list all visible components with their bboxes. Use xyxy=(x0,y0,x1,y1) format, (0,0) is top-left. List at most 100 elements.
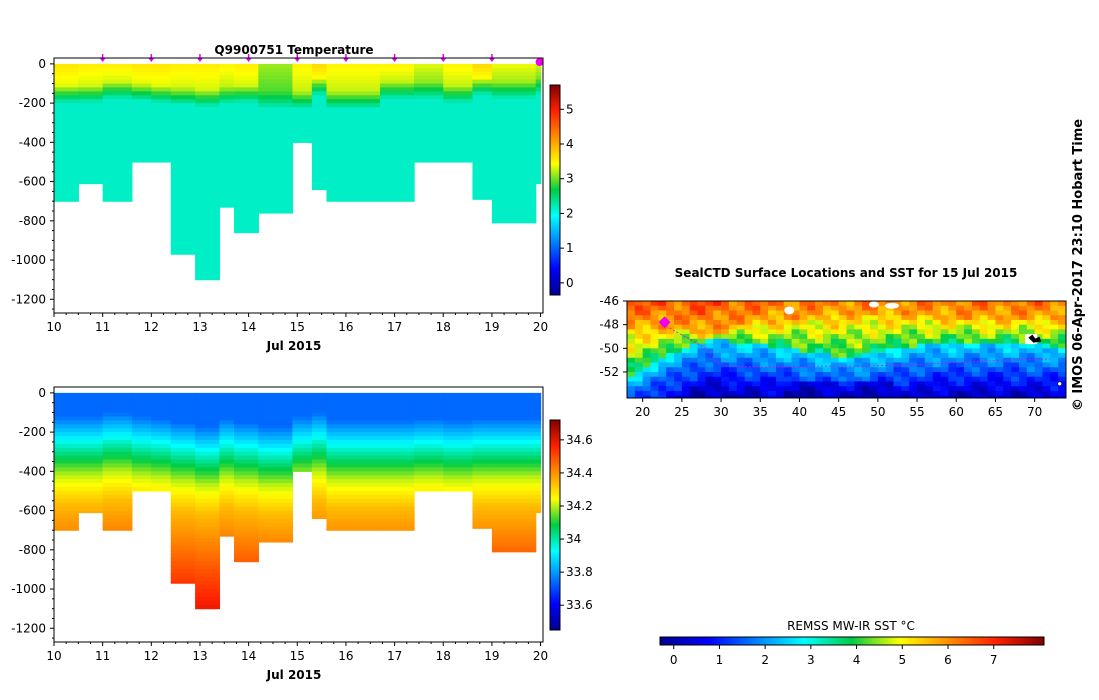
salinity-cell xyxy=(491,479,537,484)
temperature-cell xyxy=(258,181,294,187)
sst-cell xyxy=(768,395,777,398)
sst-cell xyxy=(1011,329,1020,335)
temperature-cell xyxy=(151,138,172,143)
temperature-cell xyxy=(491,173,537,179)
salinity-cell xyxy=(219,459,235,465)
sst-cell xyxy=(917,338,926,345)
temperature-cell xyxy=(54,83,79,89)
sst-map-x-tick-label: 20 xyxy=(635,405,650,419)
salinity-cell xyxy=(311,510,328,516)
sst-cell xyxy=(1011,381,1020,387)
salinity-cell xyxy=(151,455,172,461)
temperature-cell xyxy=(102,130,133,136)
sst-cell xyxy=(634,329,644,335)
sst-cell xyxy=(838,390,847,397)
sst-cell xyxy=(760,324,769,330)
sst-cell xyxy=(932,324,942,330)
temperature-cell xyxy=(102,87,133,92)
sst-cell xyxy=(1018,315,1028,321)
temperature-x-tick-label: 17 xyxy=(387,320,402,334)
sst-cell xyxy=(940,315,949,321)
temperature-cell xyxy=(380,118,415,124)
salinity-cell xyxy=(311,490,328,496)
temperature-cell xyxy=(258,83,294,89)
salinity-cell xyxy=(491,534,537,539)
sst-cell xyxy=(987,371,996,378)
salinity-cell xyxy=(292,396,313,402)
sst-cell xyxy=(862,319,871,326)
temperature-cell xyxy=(311,118,328,124)
temperature-cell xyxy=(258,142,294,147)
temperature-cell xyxy=(491,161,537,167)
sst-cell xyxy=(893,386,902,392)
temperature-cell xyxy=(234,114,259,120)
temperature-cell xyxy=(131,71,152,77)
salinity-cell xyxy=(54,494,79,500)
sst-cell xyxy=(1050,319,1059,326)
sst-cell xyxy=(674,301,683,307)
salinity-cell xyxy=(380,483,415,488)
sst-cell xyxy=(760,395,769,398)
sst-cell xyxy=(854,329,863,335)
sst-cell xyxy=(979,371,989,378)
temperature-cell xyxy=(443,83,474,89)
sst-cell xyxy=(627,334,636,340)
sst-cell xyxy=(642,348,652,354)
temperature-cell xyxy=(491,103,537,108)
sst-cell xyxy=(964,367,973,373)
temperature-cell xyxy=(78,130,104,136)
salinity-cell xyxy=(234,522,259,527)
temperature-cell xyxy=(131,138,152,143)
sst-cell xyxy=(987,376,996,382)
sst-cell xyxy=(775,301,785,307)
sst-cell xyxy=(681,343,691,349)
sst-cell xyxy=(830,338,840,345)
sst-cell xyxy=(627,376,636,382)
temperature-cell xyxy=(78,107,104,112)
sst-cell xyxy=(736,381,746,387)
sst-cell xyxy=(979,367,989,373)
salinity-cell xyxy=(54,455,79,461)
temperature-cell xyxy=(326,63,381,69)
salinity-cell xyxy=(380,498,415,504)
sst-cell xyxy=(768,371,777,378)
temperature-cell xyxy=(380,158,415,163)
temperature-cell xyxy=(491,83,537,89)
salinity-cell xyxy=(234,534,259,539)
sst-cell xyxy=(689,357,699,364)
salinity-cell xyxy=(54,467,79,472)
salinity-cell xyxy=(102,392,133,398)
sst-cell xyxy=(627,301,636,307)
salinity-cell xyxy=(234,400,259,406)
sst-cell xyxy=(830,301,840,307)
temperature-x-tick-label: 14 xyxy=(241,320,256,334)
sst-cell xyxy=(885,376,895,382)
sst-cell xyxy=(799,390,808,397)
temperature-cell xyxy=(535,177,542,183)
sst-cell xyxy=(838,324,847,330)
salinity-cell xyxy=(234,451,259,457)
sst-cell xyxy=(862,343,871,349)
sst-cell xyxy=(728,390,738,397)
sst-cell xyxy=(854,348,863,354)
salinity-cell xyxy=(443,463,474,469)
salinity-cell xyxy=(170,553,196,559)
temperature-cell xyxy=(195,146,221,151)
sst-cell xyxy=(713,334,722,340)
sst-cell xyxy=(1026,371,1036,378)
salinity-cell xyxy=(311,506,328,512)
sst-cell xyxy=(924,310,934,316)
temperature-cell xyxy=(151,95,172,100)
salinity-cell xyxy=(535,412,542,418)
temperature-cell xyxy=(443,130,474,136)
temperature-cell xyxy=(491,197,537,202)
salinity-cell xyxy=(151,404,172,410)
salinity-cell xyxy=(491,439,537,445)
sst-cell xyxy=(760,315,769,321)
temperature-cell xyxy=(414,67,444,73)
sst-cell xyxy=(697,319,706,326)
salinity-cell xyxy=(472,451,493,457)
sst-cell xyxy=(877,334,887,340)
temperature-cell xyxy=(414,122,444,128)
